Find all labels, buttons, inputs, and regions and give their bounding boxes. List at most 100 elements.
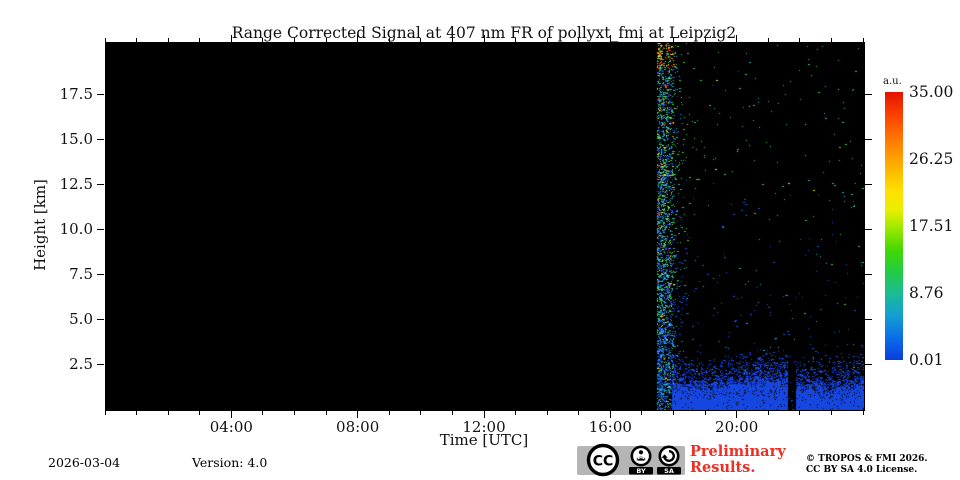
y-tick-label: 5.0 <box>69 310 93 329</box>
y-tick-label: 2.5 <box>69 355 93 374</box>
x-minor-tick <box>199 411 201 415</box>
cc-by-label: BY <box>636 467 646 475</box>
x-minor-tick-top <box>673 38 674 42</box>
svg-text:CC: CC <box>593 454 614 470</box>
x-minor-tick-top <box>546 38 548 42</box>
x-minor-tick-top <box>325 38 327 42</box>
x-minor-tick-top <box>641 38 643 42</box>
x-major-tick-top <box>736 35 738 42</box>
x-major-tick <box>357 411 359 418</box>
x-minor-tick <box>578 411 580 415</box>
y-major-tick-right <box>865 93 872 95</box>
colorbar-tick-label: 26.25 <box>909 150 954 169</box>
y-axis-label: Height [km] <box>31 179 49 271</box>
x-major-tick <box>609 411 611 418</box>
x-minor-tick-top <box>767 38 769 42</box>
x-axis-label: Time [UTC] <box>439 431 529 449</box>
x-minor-tick-top <box>578 38 580 42</box>
x-minor-tick-top <box>294 38 295 42</box>
colorbar <box>885 92 903 360</box>
x-minor-tick-top <box>136 38 138 42</box>
y-major-tick <box>97 138 104 140</box>
y-major-tick <box>97 183 104 185</box>
x-minor-tick-top <box>515 38 517 42</box>
y-major-tick-right <box>865 363 872 365</box>
y-major-tick <box>97 363 104 365</box>
x-minor-tick-top <box>420 38 422 42</box>
x-tick-label: 12:00 <box>462 418 506 436</box>
cc-by-person-icon <box>630 445 652 467</box>
x-minor-tick-top <box>799 38 801 42</box>
preliminary-line1: Preliminary <box>690 443 786 460</box>
x-minor-tick-top <box>262 38 264 42</box>
x-minor-tick <box>767 411 769 415</box>
x-minor-tick <box>388 411 390 415</box>
preliminary-line2: Results. <box>690 458 756 476</box>
x-minor-tick <box>325 411 327 415</box>
y-tick-label: 7.5 <box>69 265 93 284</box>
x-major-tick <box>230 411 232 418</box>
colorbar-tick-label: 35.00 <box>909 83 954 101</box>
x-minor-tick <box>799 411 801 415</box>
colorbar-tick-label: 8.76 <box>909 283 944 302</box>
y-major-tick-right <box>865 228 872 230</box>
footer-date: 2026-03-04 <box>48 455 121 470</box>
x-minor-tick <box>294 411 295 415</box>
preliminary-results-note: Preliminary Results. <box>690 444 786 475</box>
x-minor-tick <box>420 411 422 415</box>
x-minor-tick <box>167 411 169 415</box>
y-major-tick-right <box>865 318 872 320</box>
y-major-tick <box>97 93 104 95</box>
x-minor-tick <box>546 411 548 415</box>
copyright-line2: CC BY SA 4.0 License. <box>806 464 918 475</box>
x-minor-tick <box>673 411 674 415</box>
y-major-tick-right <box>865 183 872 185</box>
colorbar-unit-label: a.u. <box>883 76 902 87</box>
x-major-tick-top <box>357 35 359 42</box>
x-minor-tick <box>104 411 106 415</box>
y-major-tick <box>97 318 104 320</box>
y-tick-label: 10.0 <box>59 220 93 239</box>
x-minor-tick-top <box>830 38 832 42</box>
x-major-tick <box>736 411 738 418</box>
x-minor-tick-top <box>451 38 453 42</box>
colorbar-tick-label: 0.01 <box>909 351 944 369</box>
copyright-note: © TROPOS & FMI 2026. CC BY SA 4.0 Licens… <box>806 454 928 475</box>
x-major-tick <box>483 411 485 418</box>
x-tick-label: 20:00 <box>715 418 759 436</box>
plot-area <box>105 42 865 411</box>
cc-sa-arrow-icon <box>658 445 680 467</box>
x-major-tick-top <box>483 35 485 42</box>
x-minor-tick-top <box>862 38 864 42</box>
x-tick-label: 04:00 <box>209 418 253 436</box>
x-tick-label: 16:00 <box>588 418 632 436</box>
cc-logo-icon: CC <box>586 443 620 477</box>
x-major-tick-top <box>609 35 611 42</box>
x-minor-tick <box>136 411 138 415</box>
y-major-tick <box>97 273 104 275</box>
y-major-tick-right <box>865 273 872 275</box>
footer-version: Version: 4.0 <box>192 455 268 470</box>
x-minor-tick <box>704 411 706 415</box>
x-minor-tick <box>641 411 643 415</box>
x-minor-tick-top <box>167 38 169 42</box>
x-minor-tick <box>451 411 453 415</box>
x-tick-label: 08:00 <box>336 418 380 436</box>
x-minor-tick-top <box>704 38 706 42</box>
x-minor-tick <box>830 411 832 415</box>
x-minor-tick <box>262 411 264 415</box>
y-tick-label: 15.0 <box>59 130 93 149</box>
x-minor-tick-top <box>199 38 201 42</box>
x-major-tick-top <box>230 35 232 42</box>
cc-by-sa-badge: CC BY SA <box>577 443 685 477</box>
copyright-line1: © TROPOS & FMI 2026. <box>806 454 928 464</box>
x-minor-tick <box>862 411 864 415</box>
x-minor-tick-top <box>104 38 106 42</box>
colorbar-tick-label: 17.51 <box>909 216 954 235</box>
y-major-tick <box>97 228 104 230</box>
cc-sa-label: SA <box>664 467 674 475</box>
y-major-tick-right <box>865 138 872 140</box>
heatmap-canvas <box>106 43 864 410</box>
x-minor-tick-top <box>388 38 390 42</box>
